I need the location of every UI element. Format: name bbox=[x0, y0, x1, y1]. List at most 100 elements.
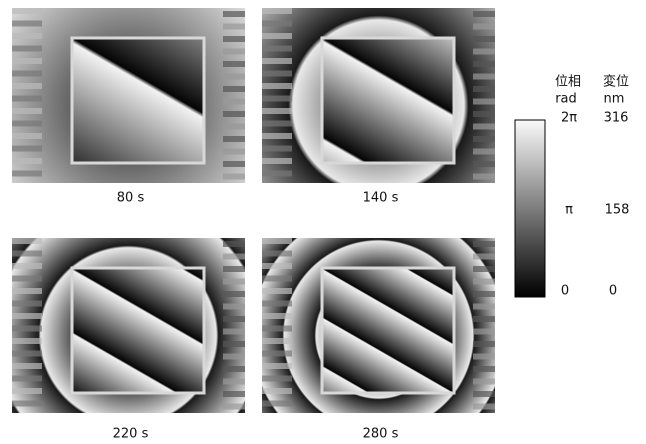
edge-band bbox=[262, 158, 292, 164]
inner-fringes bbox=[72, 38, 204, 163]
edge-band bbox=[262, 288, 292, 294]
edge-band bbox=[12, 301, 42, 307]
edge-band bbox=[473, 111, 495, 117]
edge-band bbox=[473, 304, 495, 310]
edge-band bbox=[473, 379, 495, 385]
edge-band bbox=[223, 36, 245, 42]
edge-band bbox=[12, 251, 42, 257]
edge-band bbox=[473, 61, 495, 67]
edge-band bbox=[223, 24, 245, 30]
edge-band bbox=[473, 254, 495, 260]
edge-band bbox=[262, 71, 292, 77]
edge-band bbox=[473, 316, 495, 322]
inner-fringes bbox=[72, 268, 204, 393]
edge-band bbox=[473, 241, 495, 247]
edge-band bbox=[223, 254, 245, 260]
edge-band bbox=[12, 376, 42, 382]
edge-band bbox=[473, 329, 495, 335]
edge-band bbox=[262, 276, 292, 282]
edge-band bbox=[223, 291, 245, 297]
edge-band bbox=[262, 8, 292, 14]
edge-band bbox=[473, 124, 495, 130]
colorbar-label: 316 bbox=[604, 111, 629, 126]
edge-band bbox=[223, 316, 245, 322]
phase-image bbox=[262, 8, 495, 183]
edge-band bbox=[262, 58, 292, 64]
edge-band bbox=[262, 171, 292, 177]
colorbar-label: 158 bbox=[605, 203, 630, 218]
edge-band bbox=[12, 46, 42, 52]
edge-band bbox=[223, 379, 245, 385]
colorbar-unit: rad bbox=[555, 92, 577, 107]
colorbar-header: 位相 bbox=[555, 75, 581, 90]
edge-band bbox=[223, 341, 245, 347]
colorbar-header: 変位 bbox=[603, 74, 629, 90]
phase-image bbox=[12, 8, 245, 183]
edge-band bbox=[12, 83, 42, 89]
edge-band bbox=[12, 8, 42, 14]
edge-band bbox=[262, 108, 292, 114]
edge-band bbox=[473, 404, 495, 410]
edge-band bbox=[223, 11, 245, 17]
edge-band bbox=[262, 238, 292, 244]
edge-band bbox=[262, 33, 292, 39]
edge-band bbox=[12, 313, 42, 319]
edge-band bbox=[473, 279, 495, 285]
edge-band bbox=[473, 49, 495, 55]
edge-band bbox=[223, 61, 245, 67]
edge-band bbox=[223, 354, 245, 360]
edge-band bbox=[223, 161, 245, 167]
edge-band bbox=[262, 121, 292, 127]
edge-band bbox=[473, 354, 495, 360]
edge-band bbox=[262, 363, 292, 369]
edge-band bbox=[223, 111, 245, 117]
edge-band bbox=[223, 149, 245, 155]
edge-band bbox=[262, 388, 292, 394]
edge-band bbox=[262, 133, 292, 139]
edge-band bbox=[262, 401, 292, 407]
phase-image bbox=[262, 238, 495, 413]
edge-band bbox=[262, 326, 292, 332]
edge-band bbox=[262, 301, 292, 307]
inner-fringes bbox=[322, 268, 454, 393]
edge-band bbox=[223, 74, 245, 80]
edge-band bbox=[12, 288, 42, 294]
edge-band bbox=[12, 58, 42, 64]
edge-band bbox=[223, 279, 245, 285]
edge-band bbox=[262, 46, 292, 52]
caption: 140 s bbox=[363, 191, 399, 206]
edge-band bbox=[223, 49, 245, 55]
colorbar-label: 0 bbox=[609, 284, 617, 299]
edge-band bbox=[473, 174, 495, 180]
edge-band bbox=[12, 171, 42, 177]
edge-band bbox=[223, 266, 245, 272]
edge-band bbox=[262, 376, 292, 382]
edge-band bbox=[223, 136, 245, 142]
edge-band bbox=[12, 388, 42, 394]
inner-fringes bbox=[322, 38, 454, 163]
caption: 280 s bbox=[363, 427, 399, 442]
edge-band bbox=[12, 238, 42, 244]
edge-band bbox=[223, 241, 245, 247]
edge-band bbox=[473, 149, 495, 155]
caption: 80 s bbox=[117, 191, 145, 206]
edge-band bbox=[12, 326, 42, 332]
colorbar-label: 2π bbox=[561, 111, 577, 126]
edge-band bbox=[223, 174, 245, 180]
phase-image bbox=[12, 238, 245, 413]
edge-band bbox=[12, 133, 42, 139]
colorbar bbox=[515, 120, 545, 297]
edge-band bbox=[223, 391, 245, 397]
edge-band bbox=[12, 263, 42, 269]
edge-band bbox=[12, 33, 42, 39]
edge-band bbox=[262, 251, 292, 257]
edge-band bbox=[473, 341, 495, 347]
edge-band bbox=[12, 146, 42, 152]
edge-band bbox=[12, 351, 42, 357]
edge-band bbox=[473, 136, 495, 142]
edge-band bbox=[262, 83, 292, 89]
edge-band bbox=[473, 391, 495, 397]
edge-band bbox=[223, 124, 245, 130]
edge-band bbox=[12, 338, 42, 344]
edge-band bbox=[12, 21, 42, 27]
